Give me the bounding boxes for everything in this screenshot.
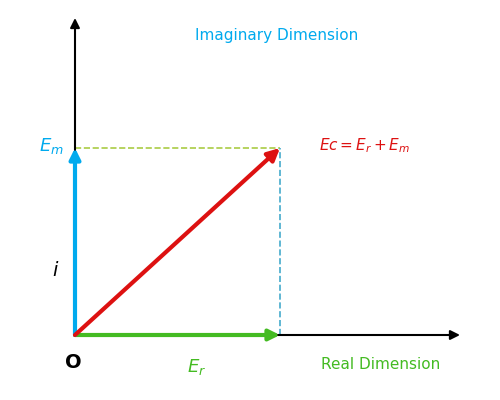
Text: Real Dimension: Real Dimension [321, 357, 440, 372]
Text: $\mathit{E_m}$: $\mathit{E_m}$ [38, 136, 64, 156]
Text: Imaginary Dimension: Imaginary Dimension [195, 28, 358, 43]
Text: $Ec = E_r + E_m$: $Ec = E_r + E_m$ [320, 137, 410, 155]
Text: O: O [64, 353, 82, 372]
Text: $\mathit{E_r}$: $\mathit{E_r}$ [188, 357, 206, 377]
Text: i: i [52, 262, 58, 280]
